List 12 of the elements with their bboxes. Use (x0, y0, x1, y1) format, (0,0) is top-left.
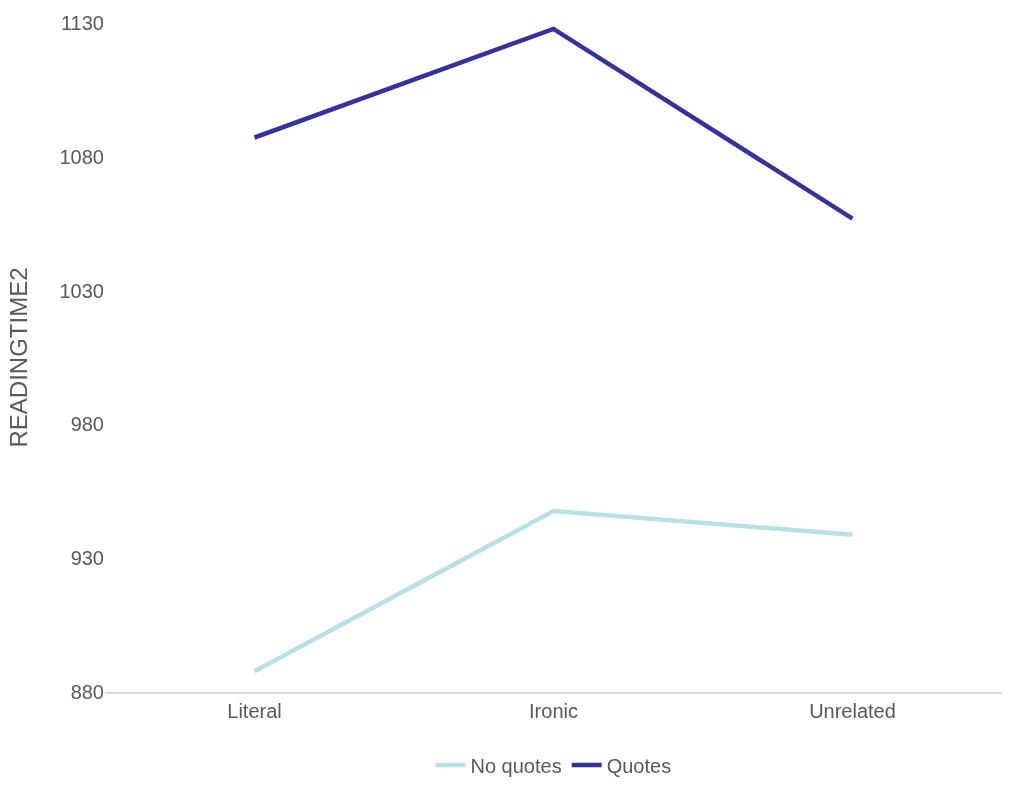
y-tick-label: 980 (70, 413, 104, 436)
y-tick-label: 1080 (59, 145, 104, 168)
y-tick-label: 880 (70, 681, 104, 703)
y-tick-label: 1030 (59, 279, 104, 302)
legend-label: Quotes (606, 754, 672, 777)
x-tick-label: Ironic (529, 699, 578, 722)
x-tick-label: Unrelated (809, 699, 896, 722)
y-tick-label: 1130 (60, 12, 104, 34)
x-tick-label: Literal (227, 699, 282, 722)
y-axis-title: READINGTIME2 (4, 267, 32, 448)
legend-label: No quotes (470, 754, 562, 777)
y-tick-label: 930 (70, 547, 104, 570)
